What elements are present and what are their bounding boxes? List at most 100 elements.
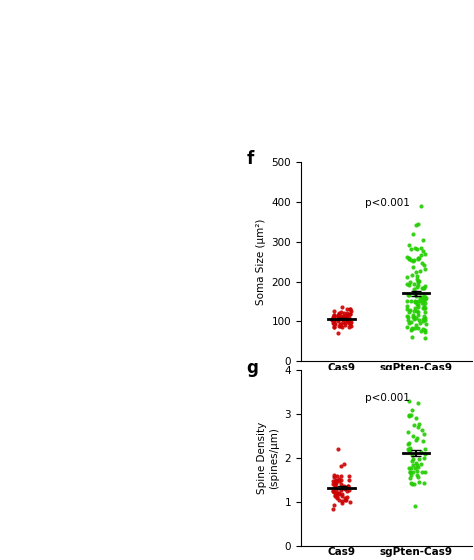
Point xyxy=(418,426,425,435)
Point xyxy=(415,315,422,324)
Point xyxy=(330,320,337,329)
Point xyxy=(335,311,342,320)
Point xyxy=(336,311,343,320)
Point xyxy=(346,485,353,494)
Point xyxy=(344,315,351,324)
Point xyxy=(343,314,350,323)
Point xyxy=(341,320,348,329)
Point xyxy=(405,319,413,328)
Point xyxy=(409,311,417,320)
Point xyxy=(419,468,426,477)
Point xyxy=(410,307,418,316)
Point xyxy=(336,321,344,330)
Point xyxy=(405,240,413,249)
Point xyxy=(346,322,353,331)
Point xyxy=(336,321,343,330)
Point xyxy=(413,460,421,469)
Point xyxy=(419,437,427,446)
Point xyxy=(413,299,420,308)
Point xyxy=(343,316,351,325)
Point xyxy=(339,314,347,323)
Point xyxy=(344,314,351,323)
Point xyxy=(421,314,428,323)
Point xyxy=(419,236,427,245)
Point xyxy=(409,230,417,239)
Point xyxy=(418,460,425,469)
Point xyxy=(346,319,354,328)
Point xyxy=(406,467,414,476)
Point xyxy=(347,318,355,327)
Point xyxy=(341,493,348,502)
Point xyxy=(343,304,350,313)
Point xyxy=(332,477,339,486)
Text: (6): (6) xyxy=(409,389,423,399)
Point xyxy=(337,472,345,480)
Point xyxy=(421,468,429,477)
Point xyxy=(336,475,343,484)
Point xyxy=(338,302,346,311)
Point xyxy=(404,445,412,454)
Point xyxy=(407,244,415,253)
Point xyxy=(403,323,410,332)
Point xyxy=(404,312,411,321)
Point xyxy=(420,478,428,487)
Point xyxy=(410,454,417,463)
Point xyxy=(412,459,420,468)
Point xyxy=(404,439,412,448)
Point xyxy=(343,487,350,496)
Point xyxy=(407,326,415,335)
Point xyxy=(419,297,427,306)
Point xyxy=(335,488,342,497)
Point xyxy=(337,320,345,329)
Point xyxy=(418,259,426,268)
Point xyxy=(419,293,427,302)
Point xyxy=(405,308,413,317)
Point xyxy=(343,313,351,322)
Point xyxy=(345,475,353,484)
Point xyxy=(333,489,341,498)
Point xyxy=(338,499,346,508)
Point xyxy=(413,434,420,443)
Point xyxy=(412,287,420,296)
Point xyxy=(413,274,421,283)
Point xyxy=(331,480,339,489)
Point xyxy=(420,312,428,321)
Point xyxy=(411,298,419,307)
Point xyxy=(410,479,418,488)
Point xyxy=(403,296,410,305)
Point xyxy=(336,495,343,504)
Point xyxy=(411,296,419,305)
Point xyxy=(405,464,412,473)
Point xyxy=(410,312,417,321)
Point xyxy=(414,276,422,285)
Point xyxy=(410,255,418,264)
Point xyxy=(346,472,353,480)
Point xyxy=(405,411,412,420)
Point xyxy=(336,310,343,319)
Point xyxy=(414,301,421,310)
Point xyxy=(347,321,355,330)
Point xyxy=(408,479,416,488)
Point xyxy=(336,310,343,319)
Point xyxy=(416,293,424,302)
Point xyxy=(420,301,428,310)
Point xyxy=(422,294,429,303)
Point xyxy=(336,314,343,323)
Point xyxy=(346,309,354,318)
Point xyxy=(328,315,336,324)
Point xyxy=(421,445,429,454)
Point xyxy=(409,461,416,470)
Point xyxy=(340,460,348,469)
Point xyxy=(413,307,421,316)
Point xyxy=(418,298,426,307)
Point xyxy=(332,477,339,486)
Point xyxy=(411,288,419,297)
Point xyxy=(331,473,338,482)
Point xyxy=(342,495,350,504)
Point xyxy=(406,439,413,448)
Point xyxy=(412,414,420,423)
Point xyxy=(404,291,411,300)
Point xyxy=(332,485,340,494)
Point xyxy=(414,277,422,286)
Point xyxy=(407,296,414,305)
